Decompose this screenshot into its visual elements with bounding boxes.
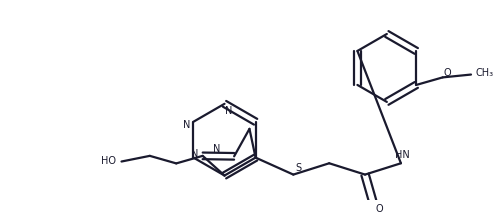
Text: O: O — [443, 68, 451, 78]
Text: N: N — [224, 106, 232, 116]
Text: CH₃: CH₃ — [475, 68, 493, 78]
Text: N: N — [213, 144, 220, 153]
Text: S: S — [295, 163, 301, 173]
Text: HN: HN — [395, 150, 410, 160]
Text: N: N — [191, 149, 199, 159]
Text: N: N — [183, 120, 190, 130]
Text: HO: HO — [101, 156, 116, 166]
Text: O: O — [375, 204, 383, 212]
